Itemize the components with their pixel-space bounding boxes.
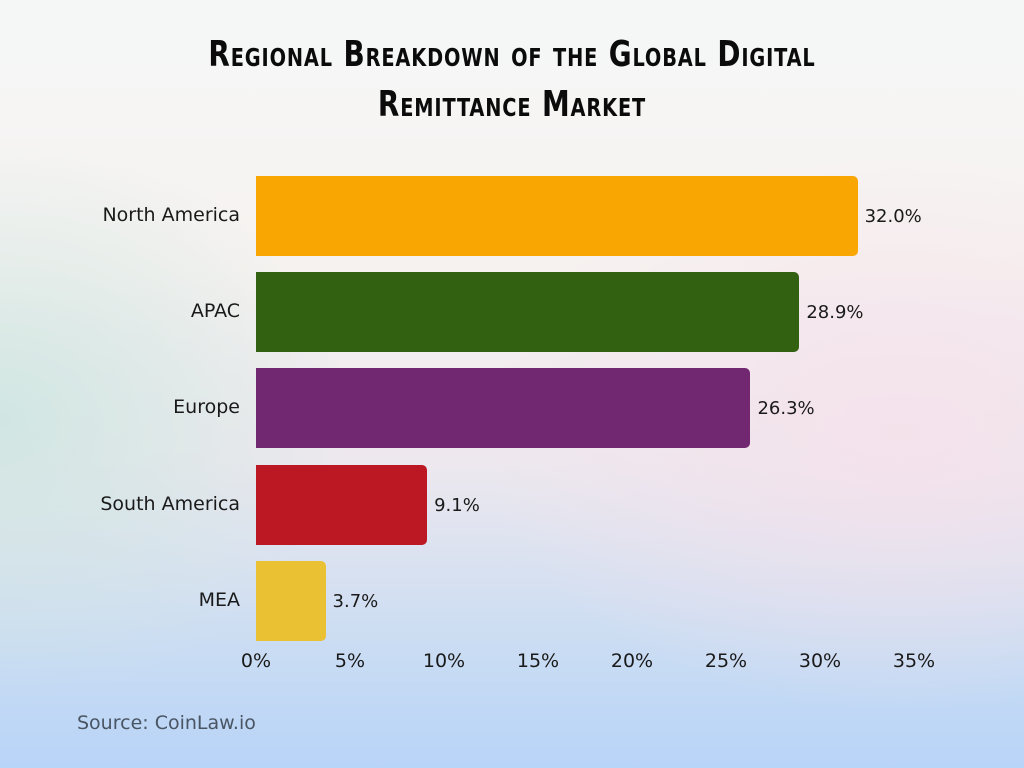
x-tick-label: 20%	[610, 650, 654, 672]
category-label: Europe	[173, 396, 240, 418]
bar	[256, 176, 858, 256]
value-label: 26.3%	[757, 398, 815, 419]
category-label: South America	[100, 493, 240, 515]
bar	[256, 561, 326, 641]
bar-row: South America 9.1%	[0, 465, 1024, 545]
x-tick-label: 35%	[892, 650, 936, 672]
value-label: 9.1%	[434, 495, 480, 516]
bar-row: APAC 28.9%	[0, 272, 1024, 352]
bar-row: Europe 26.3%	[0, 368, 1024, 448]
x-tick-label: 0%	[240, 650, 272, 672]
chart-title: Regional Breakdown of the Global Digital…	[72, 30, 953, 130]
x-tick-label: 15%	[516, 650, 560, 672]
value-label: 3.7%	[332, 591, 379, 612]
bar	[256, 368, 751, 448]
value-label: 28.9%	[806, 302, 864, 323]
category-label: North America	[102, 204, 240, 226]
x-tick-label: 5%	[334, 650, 366, 672]
chart-title-line-2: Remittance Market	[377, 84, 647, 125]
bar	[256, 272, 800, 352]
bar-row: MEA 3.7%	[0, 561, 1024, 641]
x-tick-label: 30%	[798, 650, 842, 672]
bar	[256, 465, 428, 545]
category-label: MEA	[198, 589, 240, 611]
bar-row: North America 32.0%	[0, 176, 1024, 256]
x-tick-label: 25%	[704, 650, 748, 672]
source-note: Source: CoinLaw.io	[77, 712, 256, 734]
category-label: APAC	[190, 300, 240, 322]
chart-title-line-1: Regional Breakdown of the Global Digital	[208, 34, 816, 75]
value-label: 32.0%	[864, 206, 922, 227]
x-tick-label: 10%	[422, 650, 466, 672]
